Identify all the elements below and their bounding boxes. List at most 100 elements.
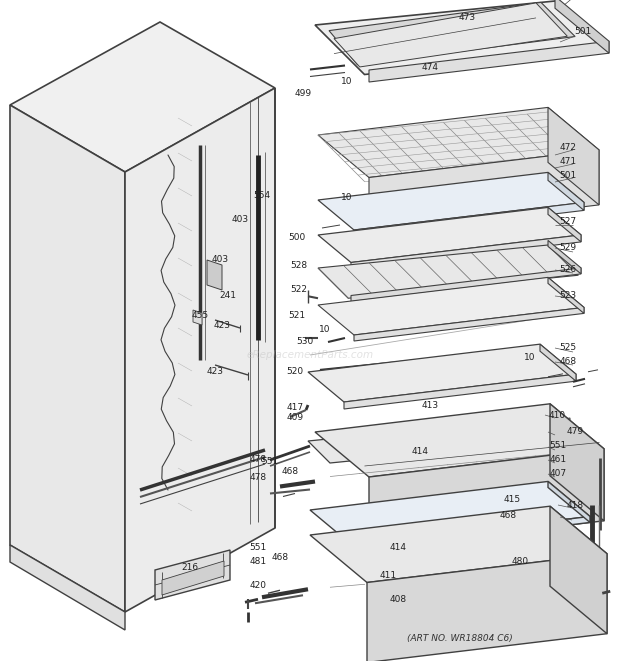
- Text: 414: 414: [412, 447, 428, 457]
- Polygon shape: [369, 41, 609, 82]
- Text: 241: 241: [219, 290, 236, 299]
- Text: 468: 468: [272, 553, 288, 563]
- Text: 423: 423: [206, 368, 223, 377]
- Text: 468: 468: [281, 467, 299, 477]
- Polygon shape: [344, 374, 576, 409]
- Text: 527: 527: [559, 217, 577, 227]
- Text: 481: 481: [249, 557, 267, 566]
- Polygon shape: [10, 545, 125, 630]
- Text: 10: 10: [341, 192, 353, 202]
- Polygon shape: [548, 208, 581, 242]
- Polygon shape: [369, 449, 604, 549]
- Text: 461: 461: [549, 455, 567, 465]
- Text: 409: 409: [286, 414, 304, 422]
- Polygon shape: [318, 245, 578, 298]
- Text: 478: 478: [249, 455, 267, 465]
- Text: eReplacementParts.com: eReplacementParts.com: [246, 350, 374, 360]
- Polygon shape: [155, 550, 230, 600]
- Polygon shape: [318, 208, 581, 262]
- Polygon shape: [555, 0, 609, 53]
- Text: 526: 526: [559, 266, 577, 274]
- Text: 417: 417: [286, 403, 304, 412]
- Text: 216: 216: [182, 563, 198, 572]
- Polygon shape: [548, 481, 590, 522]
- Text: 468: 468: [559, 358, 577, 366]
- Polygon shape: [548, 435, 575, 455]
- Polygon shape: [207, 260, 222, 290]
- Text: 501: 501: [574, 28, 591, 36]
- Text: 413: 413: [422, 401, 438, 410]
- Text: 551: 551: [549, 442, 567, 451]
- Text: 455: 455: [192, 311, 208, 319]
- Polygon shape: [10, 105, 125, 612]
- Polygon shape: [352, 516, 590, 551]
- Text: 423: 423: [213, 321, 231, 329]
- Text: 500: 500: [288, 233, 306, 241]
- Polygon shape: [550, 506, 607, 634]
- Text: 499: 499: [294, 89, 312, 98]
- Text: 418: 418: [567, 500, 583, 510]
- Text: 474: 474: [422, 63, 438, 73]
- Text: 479: 479: [567, 428, 583, 436]
- Polygon shape: [318, 278, 584, 335]
- Text: 551: 551: [262, 457, 278, 467]
- Polygon shape: [548, 173, 584, 210]
- Polygon shape: [10, 22, 275, 172]
- Text: 478: 478: [249, 473, 267, 483]
- Text: 520: 520: [286, 368, 304, 377]
- Polygon shape: [354, 202, 584, 238]
- Text: 554: 554: [254, 192, 270, 200]
- Polygon shape: [351, 268, 581, 301]
- Polygon shape: [315, 404, 604, 477]
- Text: 471: 471: [559, 157, 577, 167]
- Polygon shape: [308, 344, 576, 402]
- Polygon shape: [548, 278, 584, 313]
- Text: 10: 10: [525, 354, 536, 362]
- Polygon shape: [351, 235, 581, 270]
- Polygon shape: [318, 173, 584, 230]
- Text: 403: 403: [211, 256, 229, 264]
- Text: 408: 408: [389, 596, 407, 605]
- Polygon shape: [354, 307, 584, 341]
- Polygon shape: [550, 404, 604, 521]
- Text: 501: 501: [559, 171, 577, 180]
- Polygon shape: [318, 107, 599, 178]
- Text: 407: 407: [549, 469, 567, 479]
- Text: 414: 414: [389, 543, 407, 553]
- Text: 468: 468: [500, 510, 516, 520]
- Text: 523: 523: [559, 292, 577, 301]
- Polygon shape: [540, 418, 570, 435]
- Text: 530: 530: [296, 338, 314, 346]
- Polygon shape: [329, 3, 575, 65]
- Text: 480: 480: [512, 557, 529, 566]
- Polygon shape: [310, 481, 590, 545]
- Polygon shape: [367, 554, 607, 661]
- Text: 10: 10: [319, 325, 330, 334]
- Polygon shape: [540, 344, 576, 381]
- Text: 529: 529: [559, 243, 577, 253]
- Polygon shape: [315, 1, 604, 75]
- Polygon shape: [125, 88, 275, 612]
- Text: 411: 411: [379, 570, 397, 580]
- Text: 410: 410: [549, 410, 565, 420]
- Polygon shape: [310, 506, 607, 582]
- Polygon shape: [369, 150, 599, 233]
- Polygon shape: [548, 107, 599, 205]
- Text: 10: 10: [341, 77, 353, 87]
- Text: 403: 403: [231, 215, 249, 225]
- Text: 420: 420: [249, 580, 267, 590]
- Polygon shape: [548, 241, 581, 274]
- Polygon shape: [162, 561, 224, 595]
- Polygon shape: [334, 3, 567, 67]
- Text: 522: 522: [291, 286, 308, 295]
- Text: 415: 415: [503, 496, 521, 504]
- Text: 525: 525: [559, 344, 577, 352]
- Text: 551: 551: [249, 543, 267, 553]
- Polygon shape: [308, 423, 510, 463]
- Text: 528: 528: [290, 260, 308, 270]
- Text: 521: 521: [288, 311, 306, 321]
- Text: (ART NO. WR18804 C6): (ART NO. WR18804 C6): [407, 633, 513, 642]
- Text: 472: 472: [559, 143, 577, 153]
- Text: 473: 473: [458, 13, 476, 22]
- Polygon shape: [193, 310, 202, 325]
